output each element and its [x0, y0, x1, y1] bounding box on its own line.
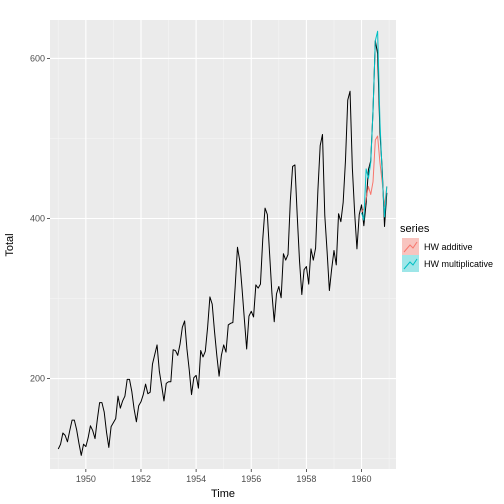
- x-axis-title: Time: [211, 488, 235, 500]
- series-lines: [57, 30, 388, 456]
- forecast-series-line-2: [361, 30, 388, 221]
- legend: series HW additive HW multiplicative: [400, 223, 493, 272]
- x-tick-labels: 1950 1952 1954 1956 1958 1960: [76, 474, 372, 484]
- x-tick-label: 1960: [352, 474, 372, 484]
- y-tick-labels: 200 400 600: [30, 53, 45, 383]
- legend-key-line: [403, 258, 418, 270]
- axis-ticks: [47, 58, 362, 472]
- major-gridlines: [50, 20, 396, 469]
- y-axis-title: Total: [4, 233, 16, 256]
- y-tick-label: 600: [30, 53, 45, 63]
- legend-items: HW additive HW multiplicative: [402, 238, 493, 272]
- minor-gridlines: [50, 20, 396, 469]
- y-tick-label: 400: [30, 213, 45, 223]
- legend-key-line: [403, 241, 418, 253]
- x-tick-label: 1950: [76, 474, 96, 484]
- legend-key-fill: [402, 255, 419, 272]
- x-tick-label: 1958: [296, 474, 316, 484]
- x-tick-label: 1956: [241, 474, 261, 484]
- legend-label: HW additive: [424, 242, 473, 252]
- x-tick-label: 1954: [186, 474, 206, 484]
- x-tick-label: 1952: [131, 474, 151, 484]
- legend-label: HW multiplicative: [424, 259, 493, 269]
- y-tick-label: 200: [30, 374, 45, 384]
- plot-panel: [50, 20, 396, 469]
- legend-title: series: [400, 223, 430, 235]
- legend-key-fill: [402, 238, 419, 255]
- observed-series-line: [57, 40, 388, 456]
